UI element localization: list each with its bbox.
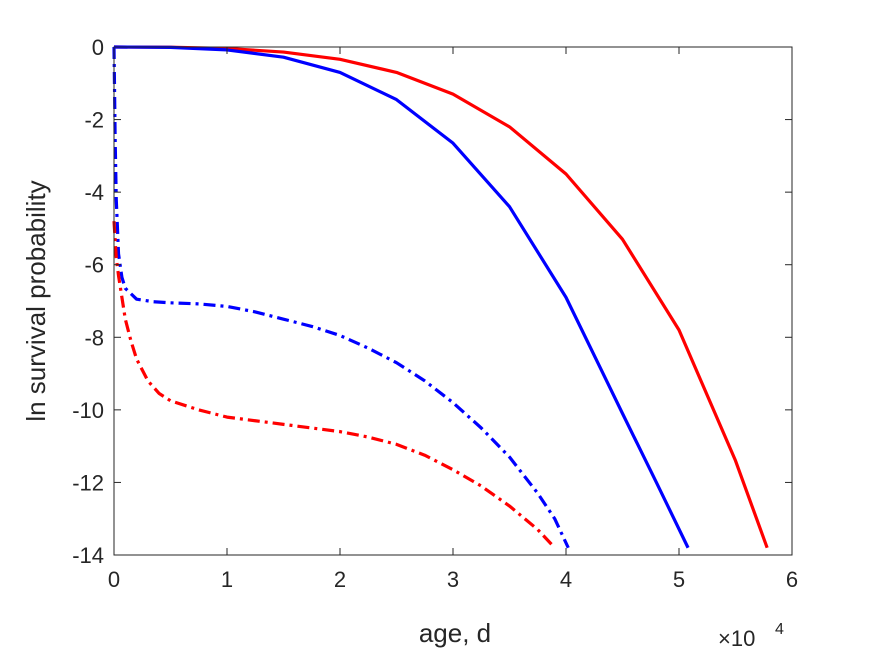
x-multiplier-label: ×10 [718,626,755,651]
y-tick-label: -2 [84,108,104,133]
y-axis-label: ln survival probability [21,180,51,421]
x-tick-label: 6 [786,567,798,592]
y-tick-label: -4 [84,180,104,205]
y-tick-label: -12 [72,470,104,495]
y-tick-label: -10 [72,398,104,423]
x-multiplier-exponent: 4 [775,621,784,638]
x-tick-label: 3 [447,567,459,592]
plot-area [114,47,792,555]
y-tick-label: 0 [92,35,104,60]
x-tick-label: 0 [108,567,120,592]
series-line-4 [112,221,556,549]
x-tick-label: 1 [221,567,233,592]
x-tick-label: 5 [673,567,685,592]
series-line-3 [112,46,570,549]
x-tick-label: 2 [334,567,346,592]
series-line-2 [113,45,690,549]
y-tick-label: -14 [72,543,104,568]
y-tick-label: -8 [84,325,104,350]
y-tick-label: -6 [84,253,104,278]
x-tick-label: 4 [560,567,572,592]
x-axis-label: age, d [419,618,491,648]
ticks-layer: 0 1 2 3 4 5 6 0 -2 -4 -6 -8 -10 -12 -14 [72,35,798,592]
